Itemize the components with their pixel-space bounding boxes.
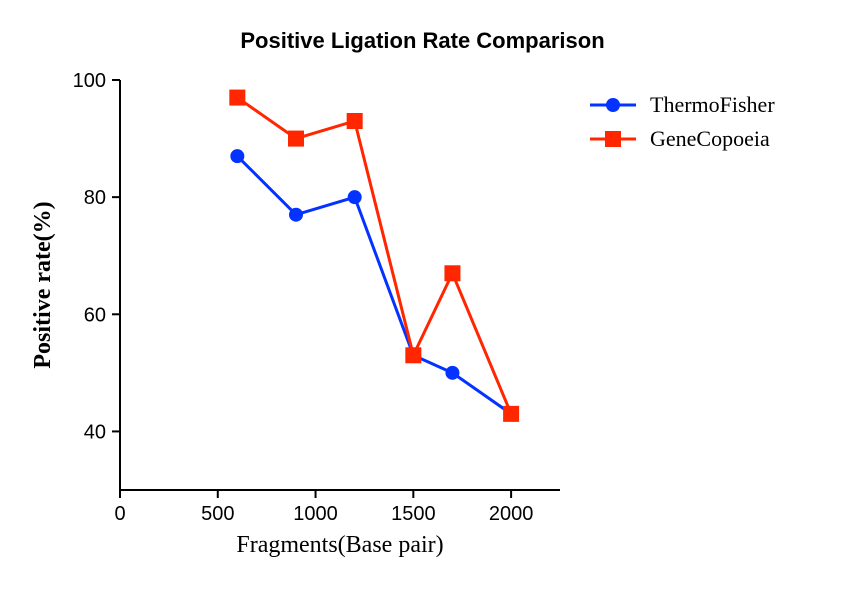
series-line [237,98,511,414]
y-axis-label: Positive rate(%) [30,201,56,368]
chart-container: Positive Ligation Rate Comparison 0 500 10… [0,0,845,599]
data-point [289,208,303,222]
y-tick-label: 100 [73,70,106,92]
data-point [503,406,519,422]
data-point [229,90,245,106]
data-point [405,347,421,363]
y-tick-label: 60 [84,304,106,326]
data-point [348,190,362,204]
x-tick-label: 2000 [489,503,534,525]
legend-label: ThermoFisher [650,92,775,117]
data-point [230,149,244,163]
data-point [445,366,459,380]
x-tick-label: 1500 [391,503,436,525]
chart-title: Positive Ligation Rate Comparison [0,28,845,54]
legend-label: GeneCopoeia [650,126,770,151]
y-tick-label: 40 [84,421,106,443]
x-tick-label: 1000 [293,503,338,525]
data-point [288,131,304,147]
x-axis-label: Fragments(Base pair) [236,532,443,558]
x-tick-label: 0 [114,503,125,525]
data-point [444,265,460,281]
chart-svg: 0 500 1000 1500 2000 40 60 80 100 Fragments(Base … [0,0,845,599]
data-point [347,113,363,129]
y-tick-label: 80 [84,187,106,209]
x-tick-label: 500 [201,503,234,525]
legend-marker [606,98,620,112]
legend-marker [605,131,621,147]
